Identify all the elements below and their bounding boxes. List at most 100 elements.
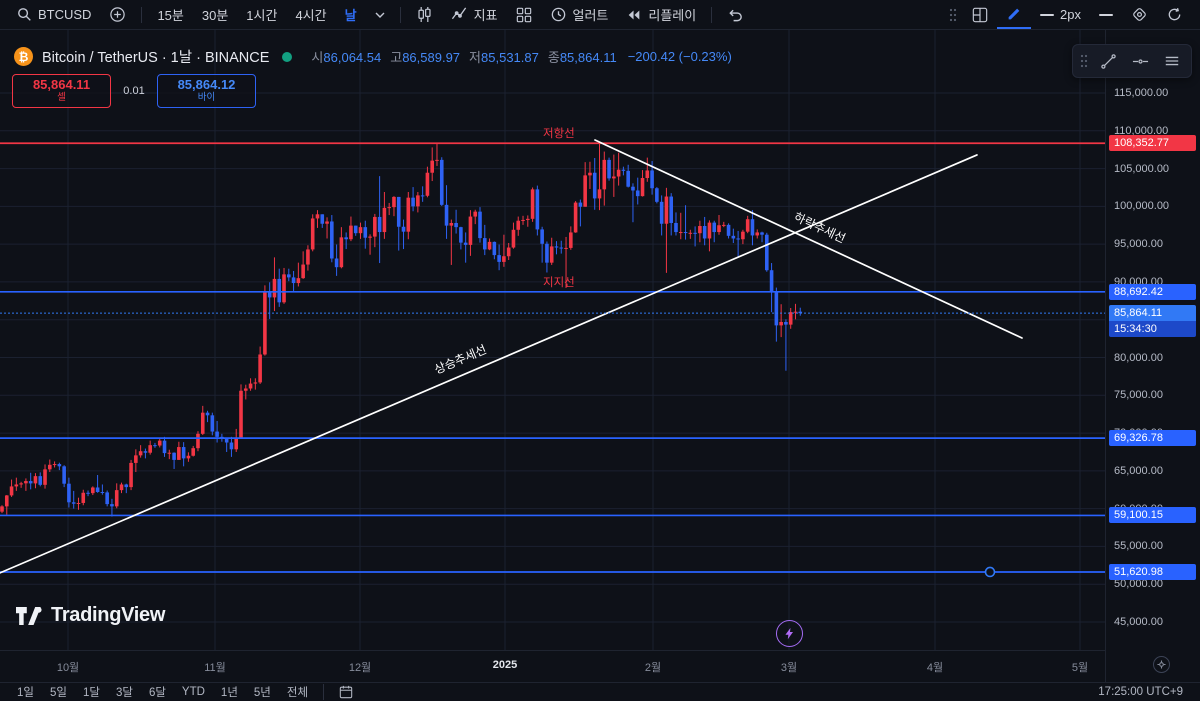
line-style-button[interactable]	[1090, 0, 1122, 29]
level-price-badge[interactable]: 59,100.15	[1109, 507, 1196, 524]
ohlc-open: 시86,064.54	[311, 47, 381, 66]
alert-clock-icon	[551, 7, 565, 22]
grid-layout-icon	[516, 7, 531, 22]
tradingview-logo-icon	[16, 606, 42, 625]
watermark-label: TradingView	[51, 604, 166, 626]
symbol-search-button[interactable]: BTCUSD	[8, 0, 100, 29]
clock-time: 17:25:00	[1098, 686, 1144, 698]
range-all-button[interactable]: 전체	[280, 683, 315, 701]
calendar-icon	[339, 685, 353, 699]
trendline-tool-button[interactable]	[1093, 47, 1123, 75]
toolbar-right: 2px	[943, 0, 1192, 29]
go-to-date-button[interactable]	[332, 684, 360, 700]
range-1m-button[interactable]: 1달	[76, 683, 107, 701]
toolbar-divider	[323, 684, 325, 700]
time-axis-label[interactable]: 12월	[348, 662, 372, 674]
range-5y-button[interactable]: 5년	[247, 683, 278, 701]
candle-countdown: 15:34:30	[1109, 321, 1196, 338]
settings-button[interactable]	[1122, 0, 1157, 29]
range-1d-button[interactable]: 1일	[10, 683, 41, 701]
clock-area: 17:25:00 UTC+9	[1091, 685, 1190, 699]
sell-button[interactable]: 85,864.11 셀	[12, 74, 111, 108]
timeframe-30m-button[interactable]: 30분	[193, 0, 237, 29]
current-price-badge[interactable]: 85,864.11 15:34:30	[1109, 305, 1196, 338]
level-line-label: 저항선	[543, 127, 575, 140]
time-axis-label[interactable]: 5월	[1071, 662, 1089, 674]
line-width-button[interactable]: 2px	[1031, 0, 1090, 29]
timezone-clock-button[interactable]: 17:25:00 UTC+9	[1091, 685, 1190, 699]
indicators-label: 지표	[473, 8, 498, 23]
drag-handle-icon[interactable]	[1077, 54, 1091, 68]
level-price-badge[interactable]: 69,326.78	[1109, 430, 1196, 447]
drawing-menu-button[interactable]	[1157, 47, 1187, 75]
time-axis-label[interactable]: 11월	[204, 662, 226, 674]
axis-settings-button[interactable]	[1153, 656, 1170, 673]
timeframe-1d-button[interactable]: 날	[336, 0, 366, 29]
current-price-value: 85,864.11	[1109, 305, 1196, 322]
level-price-badge[interactable]: 51,620.98	[1109, 563, 1196, 580]
level-price-badge[interactable]: 108,352.77	[1109, 135, 1196, 152]
level-price-badge[interactable]: 88,692.42	[1109, 283, 1196, 300]
spread-value: 0.01	[123, 85, 145, 97]
price-tick-label: 80,000.00	[1114, 351, 1163, 364]
horizontal-line-tool-button[interactable]	[1125, 47, 1155, 75]
time-axis-label[interactable]: 10월	[56, 662, 80, 674]
indicators-button[interactable]: 지표	[442, 0, 507, 29]
time-axis-label[interactable]: 4월	[926, 662, 944, 674]
trendline-label: 상승추세선	[432, 342, 488, 377]
timeframe-4h-button[interactable]: 4시간	[286, 0, 335, 29]
undo-button[interactable]	[718, 0, 753, 29]
low-label: 저	[469, 50, 482, 65]
toolbar-divider	[141, 6, 143, 23]
timeframe-1h-button[interactable]: 1시간	[237, 0, 286, 29]
high-value: 86,589.97	[402, 50, 461, 65]
indicators-icon	[451, 7, 466, 20]
price-tick-label: 100,000.00	[1114, 200, 1170, 213]
timeframe-menu-button[interactable]	[366, 0, 394, 29]
trendline[interactable]	[0, 154, 978, 574]
time-axis-label[interactable]: 2025	[492, 659, 518, 671]
range-3m-button[interactable]: 3달	[109, 683, 140, 701]
symbol-header: ₿ Bitcoin / TetherUS · 1날 · BINANCE 시86,…	[14, 46, 732, 67]
time-axis-label[interactable]: 2월	[644, 662, 662, 674]
boost-button[interactable]	[776, 620, 803, 647]
layout-grid-button[interactable]	[507, 0, 541, 29]
replay-button[interactable]: 리플레이	[617, 0, 705, 29]
compare-add-button[interactable]	[100, 0, 135, 29]
gear-diamond-icon	[1133, 8, 1146, 21]
price-change: −200.42 (−0.23%)	[627, 49, 732, 64]
timeframe-15m-button[interactable]: 15분	[148, 0, 192, 29]
drawing-mode-button[interactable]	[997, 0, 1032, 29]
price-axis[interactable]: 115,000.00 110,000.00 105,000.00 100,000.00…	[1105, 30, 1200, 682]
refresh-timer-button[interactable]	[1157, 0, 1192, 29]
top-toolbar: BTCUSD 15분 30분 1시간 4시간 날 지표 얼러트 리	[0, 0, 1200, 30]
buy-button[interactable]: 85,864.12 바이	[157, 74, 256, 108]
trendline[interactable]	[594, 139, 1023, 339]
level-line-handle[interactable]	[984, 566, 996, 578]
time-axis-label[interactable]: 3월	[780, 662, 798, 674]
price-tick-label: 95,000.00	[1114, 238, 1163, 251]
price-tick-label: 45,000.00	[1114, 616, 1163, 628]
range-ytd-button[interactable]: YTD	[175, 685, 212, 699]
chart-area: 저항선 지지선 상승추세선 하락추세선 115,000.00 110,000.00 105…	[0, 30, 1200, 682]
manage-layouts-button[interactable]	[963, 0, 997, 29]
search-icon	[18, 8, 31, 21]
gear-icon	[1157, 660, 1166, 669]
chart-type-button[interactable]	[407, 0, 442, 29]
time-axis[interactable]: 10월 11월 12월 2025 2월 3월 4월 5월	[0, 650, 1105, 682]
range-1y-button[interactable]: 1년	[214, 683, 245, 701]
range-label: 5일	[49, 687, 67, 699]
candlestick-icon	[417, 6, 431, 23]
trendline-label: 하락추세선	[792, 210, 848, 246]
drag-handle-icon[interactable]	[943, 8, 963, 22]
price-tick-label: 55,000.00	[1114, 540, 1163, 553]
tradingview-watermark[interactable]: TradingView	[16, 604, 165, 627]
range-label: 5년	[253, 687, 271, 699]
alert-button[interactable]: 얼러트	[541, 0, 618, 29]
range-5d-button[interactable]: 5일	[43, 683, 74, 701]
symbol-title[interactable]: Bitcoin / TetherUS · 1날 · BINANCE	[42, 50, 270, 66]
range-label: 1일	[17, 687, 34, 699]
range-6m-button[interactable]: 6달	[142, 683, 173, 701]
line-width-icon	[1040, 13, 1055, 16]
